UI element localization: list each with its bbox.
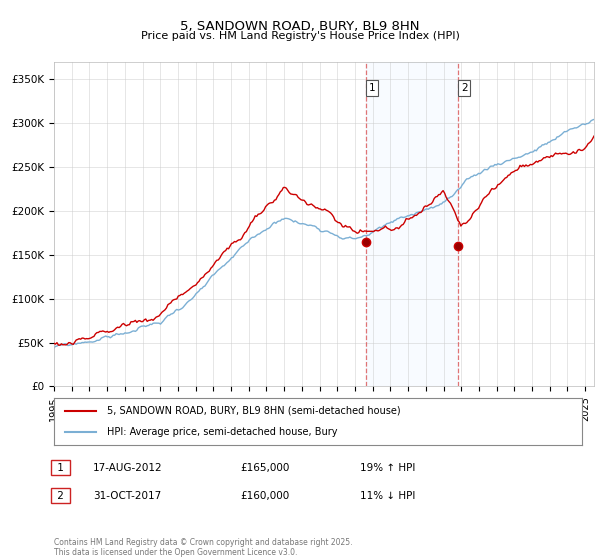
Text: Price paid vs. HM Land Registry's House Price Index (HPI): Price paid vs. HM Land Registry's House …: [140, 31, 460, 41]
Text: 1: 1: [54, 463, 67, 473]
Text: 2: 2: [54, 491, 67, 501]
Text: 31-OCT-2017: 31-OCT-2017: [93, 491, 161, 501]
Text: 1: 1: [369, 83, 376, 93]
Text: HPI: Average price, semi-detached house, Bury: HPI: Average price, semi-detached house,…: [107, 427, 337, 437]
Text: 19% ↑ HPI: 19% ↑ HPI: [360, 463, 415, 473]
Text: 2: 2: [461, 83, 467, 93]
Text: £160,000: £160,000: [240, 491, 289, 501]
Bar: [366, 62, 458, 386]
Text: 5, SANDOWN ROAD, BURY, BL9 8HN: 5, SANDOWN ROAD, BURY, BL9 8HN: [180, 20, 420, 32]
Text: 5, SANDOWN ROAD, BURY, BL9 8HN (semi-detached house): 5, SANDOWN ROAD, BURY, BL9 8HN (semi-det…: [107, 406, 400, 416]
Text: Contains HM Land Registry data © Crown copyright and database right 2025.
This d: Contains HM Land Registry data © Crown c…: [54, 538, 353, 557]
Text: 17-AUG-2012: 17-AUG-2012: [93, 463, 163, 473]
Text: £165,000: £165,000: [240, 463, 289, 473]
Text: 11% ↓ HPI: 11% ↓ HPI: [360, 491, 415, 501]
